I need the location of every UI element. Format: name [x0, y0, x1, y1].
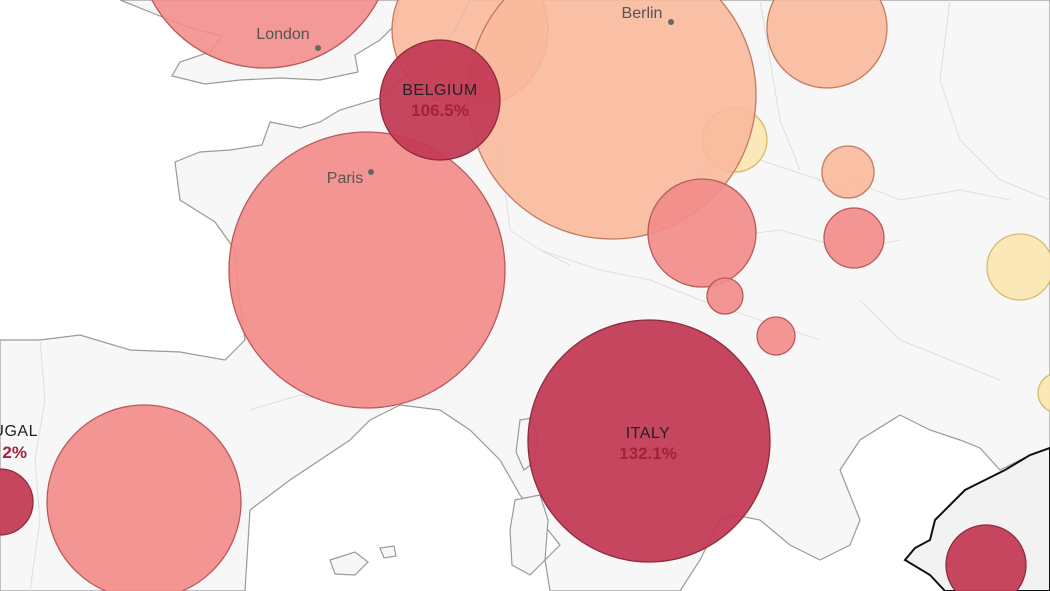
bubble-spain[interactable] — [46, 404, 242, 591]
bubble-hungary[interactable] — [823, 207, 885, 269]
bubble-croatia[interactable] — [756, 316, 796, 356]
city-dot-london — [315, 45, 321, 51]
bubble-belgium[interactable] — [379, 39, 501, 161]
bubble-greece[interactable] — [945, 524, 1027, 591]
country-value-belgium: 106.5% — [411, 101, 469, 120]
country-label-layer: BELGIUM 106.5% ITALY 132.1% UGAL 2% — [0, 82, 677, 463]
border-hungary — [849, 179, 1011, 201]
country-name-italy: ITALY — [626, 425, 671, 442]
bubble-austria[interactable] — [647, 178, 757, 288]
bubble-bulgaria[interactable] — [1037, 373, 1050, 413]
bubble-poland[interactable] — [766, 0, 888, 89]
land-sardinia — [509, 494, 549, 576]
city-layer: London Berlin Paris — [256, 5, 674, 187]
border-east — [939, 0, 1050, 201]
country-name-belgium: BELGIUM — [402, 82, 478, 99]
bubble-italy[interactable] — [527, 319, 771, 563]
border-germany-poland — [759, 0, 801, 171]
bubble-romania[interactable] — [986, 233, 1050, 301]
bubble-portugal[interactable] — [0, 468, 34, 536]
land-balearic-small — [379, 545, 397, 559]
country-name-portugal: UGAL — [0, 423, 38, 440]
bubble-france[interactable] — [228, 131, 506, 409]
city-dot-paris — [368, 169, 374, 175]
country-value-italy: 132.1% — [619, 444, 677, 463]
border-balkans — [859, 299, 1001, 381]
bubble-czechia[interactable] — [821, 145, 875, 199]
bubble-uk[interactable] — [137, 0, 393, 69]
country-value-portugal: 2% — [2, 443, 27, 462]
land-balearic — [329, 551, 369, 576]
city-label-paris: Paris — [327, 170, 363, 187]
city-label-london: London — [256, 26, 309, 43]
bubble-slovenia[interactable] — [706, 277, 744, 315]
city-dot-berlin — [668, 19, 674, 25]
city-label-berlin: Berlin — [622, 5, 663, 22]
border-portugal — [29, 339, 46, 591]
